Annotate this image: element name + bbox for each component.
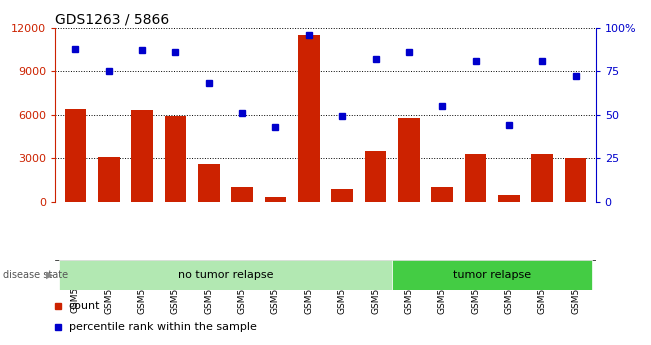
- Text: GSM50505: GSM50505: [171, 265, 180, 314]
- Text: ▶: ▶: [46, 270, 53, 280]
- Bar: [59, 260, 392, 290]
- Bar: [365, 151, 387, 202]
- Bar: [498, 195, 519, 202]
- Bar: [432, 187, 453, 202]
- Bar: [165, 116, 186, 202]
- Text: percentile rank within the sample: percentile rank within the sample: [69, 322, 256, 332]
- Bar: [392, 260, 592, 290]
- Text: GSM50508: GSM50508: [271, 265, 280, 314]
- Text: tumor relapse: tumor relapse: [453, 270, 531, 280]
- Bar: [264, 197, 286, 202]
- Text: GDS1263 / 5866: GDS1263 / 5866: [55, 12, 169, 27]
- Bar: [231, 187, 253, 202]
- Text: GSM50509: GSM50509: [304, 265, 313, 314]
- Text: GSM50510: GSM50510: [471, 265, 480, 314]
- Text: GSM50507: GSM50507: [238, 265, 247, 314]
- Text: GSM50515: GSM50515: [571, 265, 580, 314]
- Text: GSM50496: GSM50496: [104, 265, 113, 314]
- Text: count: count: [69, 301, 100, 311]
- Text: GSM50504: GSM50504: [137, 265, 146, 314]
- Bar: [331, 189, 353, 202]
- Text: GSM50474: GSM50474: [71, 265, 80, 314]
- Text: GSM50506: GSM50506: [204, 265, 214, 314]
- Text: GSM50514: GSM50514: [538, 265, 547, 314]
- Bar: [565, 158, 587, 202]
- Text: GSM50513: GSM50513: [505, 265, 514, 314]
- Text: GSM50473: GSM50473: [404, 265, 413, 314]
- Bar: [64, 109, 86, 202]
- Bar: [98, 157, 120, 202]
- Text: disease state: disease state: [3, 270, 68, 280]
- Bar: [465, 154, 486, 202]
- Bar: [531, 154, 553, 202]
- Bar: [198, 164, 219, 202]
- Text: GSM50475: GSM50475: [437, 265, 447, 314]
- Text: GSM50511: GSM50511: [338, 265, 347, 314]
- Text: GSM50512: GSM50512: [371, 265, 380, 314]
- Text: no tumor relapse: no tumor relapse: [178, 270, 273, 280]
- Bar: [298, 35, 320, 202]
- Bar: [132, 110, 153, 202]
- Bar: [398, 118, 420, 202]
